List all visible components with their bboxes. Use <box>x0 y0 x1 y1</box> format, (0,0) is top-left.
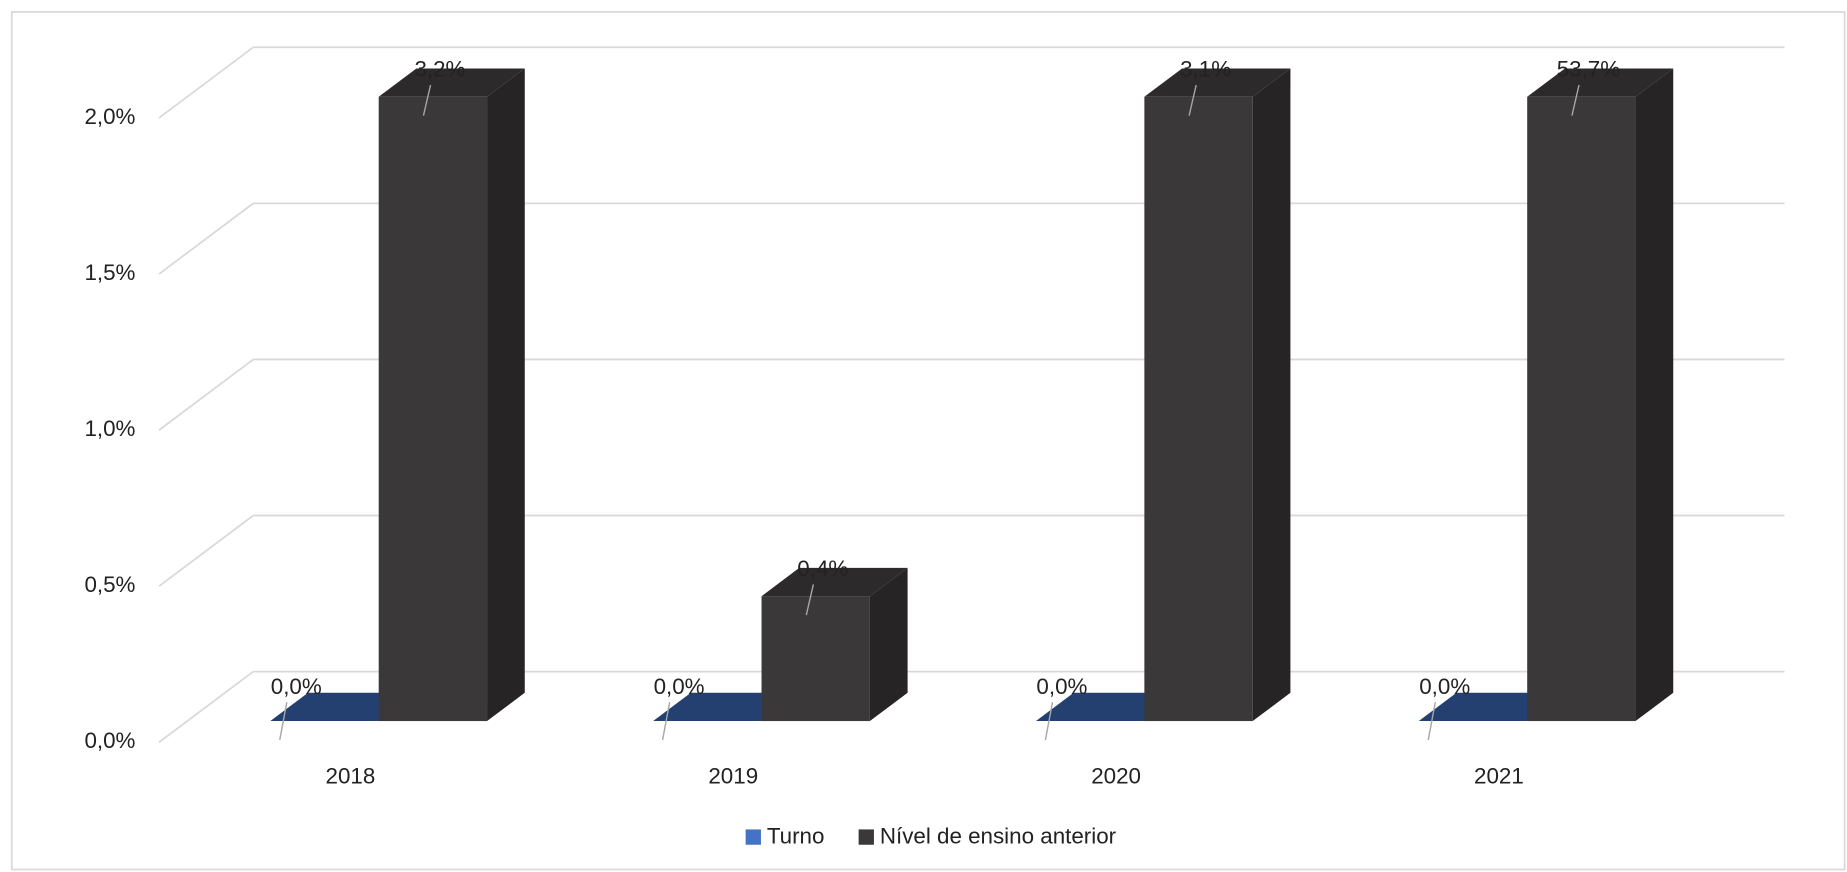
legend-swatch <box>745 829 761 845</box>
x-tick-label: 2019 <box>708 764 758 789</box>
bar-top <box>1144 68 1291 97</box>
bar <box>1144 96 1253 722</box>
data-label: 0,0% <box>1419 674 1470 699</box>
label-leader <box>1427 702 1437 741</box>
bar-side <box>487 68 525 722</box>
x-tick-label: 2020 <box>1091 764 1141 789</box>
bar <box>761 596 870 722</box>
y-tick-label: 0,5% <box>84 572 135 597</box>
label-leader <box>661 702 671 741</box>
x-tick-label: 2018 <box>326 764 376 789</box>
data-label: 3,1% <box>1180 57 1231 82</box>
x-tick-label: 2021 <box>1474 764 1524 789</box>
data-label: 3,2% <box>414 57 465 82</box>
bar-top <box>378 68 525 97</box>
bar-top <box>761 567 908 597</box>
bar <box>378 96 488 722</box>
label-leader <box>279 702 288 741</box>
y-tick-label: 0,0% <box>84 728 135 753</box>
label-leader <box>805 584 815 616</box>
bar-side <box>869 567 908 722</box>
data-label: 0,4% <box>797 556 848 581</box>
bar-side <box>1252 68 1291 722</box>
grid-line <box>158 514 254 587</box>
label-leader <box>1044 702 1054 741</box>
label-leader <box>1188 84 1197 116</box>
grid-line <box>158 202 254 275</box>
legend-swatch <box>858 829 874 845</box>
bar-top <box>1527 68 1674 97</box>
data-label: 0,0% <box>654 674 705 699</box>
data-label: 0,0% <box>271 674 322 699</box>
legend-label: Nível de ensino anterior <box>880 824 1117 849</box>
grid-line <box>158 358 254 431</box>
y-tick-label: 2,0% <box>84 104 135 129</box>
y-tick-label: 1,5% <box>84 260 135 285</box>
label-leader <box>1571 84 1580 116</box>
legend-label: Turno <box>767 824 825 849</box>
bar <box>1527 96 1636 722</box>
data-label: 0,0% <box>1036 674 1087 699</box>
y-tick-label: 1,0% <box>84 416 135 441</box>
label-leader <box>422 84 432 116</box>
data-label: 53,7% <box>1557 57 1621 82</box>
chart-border <box>10 11 1846 871</box>
grid-line <box>158 46 254 119</box>
bar-side <box>1635 68 1674 722</box>
grid-line <box>158 670 254 743</box>
